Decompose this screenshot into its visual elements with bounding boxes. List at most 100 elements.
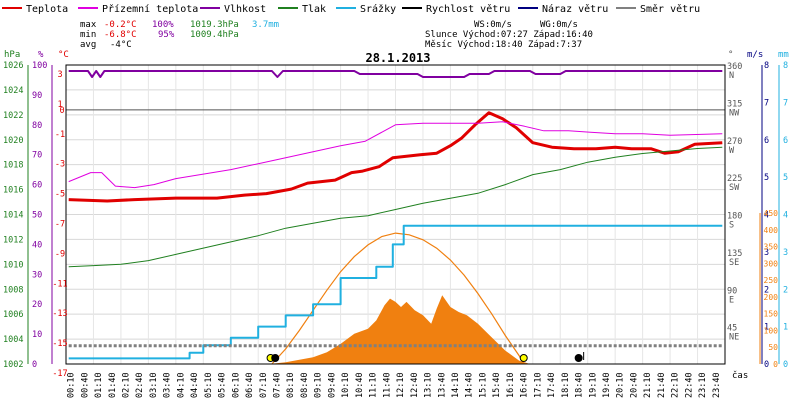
- tick-deg-dir: NE: [729, 333, 739, 343]
- tick-mm: 5: [783, 173, 788, 183]
- moonrise-marker: [574, 354, 583, 362]
- tick-mm: 1: [783, 323, 788, 333]
- series-tlak: [68, 146, 723, 268]
- tick-mm: 7: [783, 98, 788, 108]
- tick-time: 21:40: [657, 372, 667, 398]
- tick-c: 3: [57, 70, 62, 80]
- tick-time: 20:40: [629, 372, 639, 398]
- tick-pct: 70: [32, 151, 42, 161]
- tick-c: -13: [52, 309, 67, 319]
- axes-layer: [27, 64, 780, 365]
- series-teplota: [68, 111, 723, 203]
- tick-deg-dir: E: [729, 295, 734, 305]
- tick-ms: 4: [764, 211, 769, 221]
- legend-label-prizemni-teplota: Přízemní teplota: [102, 3, 198, 15]
- tick-hpa: 1014: [3, 211, 23, 221]
- tick-pct: 80: [32, 121, 42, 131]
- tick-hpa: 1008: [3, 285, 23, 295]
- tick-pct: 40: [32, 240, 42, 250]
- stat-max-temp: -0.2°C: [104, 20, 137, 30]
- sunset-marker: [519, 354, 528, 362]
- tick-deg-dir: S: [729, 221, 734, 231]
- tick-time: 22:40: [684, 372, 694, 398]
- tick-ms: 2: [764, 285, 769, 295]
- series-srazky: [68, 224, 723, 360]
- legend: Teplota Přízemní teplota Vlhkost Tlak Sr…: [2, 3, 700, 15]
- tick-deg-dir: NW: [729, 108, 740, 118]
- stat-min-label: min: [80, 30, 96, 40]
- tick-mm: 4: [783, 211, 788, 221]
- tick-solar: 450: [764, 209, 779, 218]
- tick-time: 18:10: [561, 372, 571, 398]
- stat-max-humidity: 100%: [152, 20, 174, 30]
- tick-mm: 6: [783, 136, 788, 146]
- tick-time: 17:40: [547, 372, 557, 398]
- tick-mm: 3: [783, 248, 788, 258]
- tick-c: -1: [55, 130, 65, 140]
- tick-time: 08:40: [300, 372, 310, 398]
- tick-ms: 0: [764, 360, 769, 370]
- stat-min-temp: -6.8°C: [104, 30, 137, 40]
- tick-deg-dir: W: [729, 146, 735, 156]
- tick-time: 05:10: [204, 372, 214, 398]
- tick-pct: 0: [32, 360, 37, 370]
- stat-avg-temp: -4°C: [110, 40, 132, 50]
- tick-deg-dir: N: [729, 71, 734, 81]
- series-prizemni-teplota: [68, 121, 723, 189]
- tick-deg: 180: [727, 212, 742, 222]
- tick-ms: 6: [764, 136, 769, 146]
- tick-time: 10:10: [341, 372, 351, 398]
- tick-time: 06:40: [245, 372, 255, 398]
- stat-rain-total: 3.7mm: [252, 20, 279, 30]
- tick-time: 04:40: [190, 372, 200, 398]
- tick-ms: 7: [764, 98, 769, 108]
- tick-hpa: 1022: [3, 111, 23, 121]
- tick-solar: 250: [764, 276, 779, 285]
- tick-deg: 135: [727, 249, 742, 259]
- tick-time: 02:10: [121, 372, 131, 398]
- tick-pct: 90: [32, 91, 42, 101]
- tick-time: 00:10: [67, 372, 77, 398]
- tick-time: 23:10: [698, 372, 708, 398]
- tick-time: 14:10: [451, 372, 461, 398]
- tick-mm: 8: [783, 61, 788, 71]
- tick-pct: 100: [32, 61, 47, 71]
- stat-min-humidity: 95%: [158, 30, 175, 40]
- stat-sun-times: Slunce Východ:07:27 Západ:16:40: [425, 30, 593, 40]
- tick-c-zero: 0: [59, 106, 64, 116]
- plot-frame: [65, 64, 726, 365]
- tick-time: 14:40: [465, 372, 475, 398]
- stat-min-pressure: 1009.4hPa: [190, 30, 239, 40]
- legend-label-rychlost-vetru: Rychlost větru: [426, 3, 510, 15]
- tick-ms: 3: [764, 248, 769, 258]
- tick-pct: 20: [32, 300, 42, 310]
- axis-title-c: °C: [58, 50, 69, 60]
- tick-solar: 0: [773, 360, 778, 369]
- stat-max-pressure: 1019.3hPa: [190, 20, 239, 30]
- tick-solar: 100: [764, 326, 779, 335]
- tick-ms: 1: [764, 323, 769, 333]
- tick-c: -15: [52, 339, 67, 349]
- tick-time: 04:10: [176, 372, 186, 398]
- solar-theoretical-line: [271, 232, 525, 365]
- tick-c: -7: [55, 220, 65, 230]
- axis-titles: hPa % °C ° m/s mm čas: [4, 50, 789, 381]
- series-layer: [68, 70, 723, 360]
- tick-c: -9: [55, 249, 65, 259]
- tick-deg: 90: [727, 286, 737, 296]
- tick-hpa: 1016: [3, 186, 23, 196]
- tick-hpa: 1002: [3, 360, 23, 370]
- stat-avg-label: avg: [80, 40, 96, 50]
- legend-label-srazky: Srážky: [360, 3, 396, 15]
- tick-pct: 30: [32, 270, 42, 280]
- tick-time: 19:40: [602, 372, 612, 398]
- tick-ms: 8: [764, 61, 769, 71]
- stat-moon-times: Měsíc Východ:18:40 Západ:7:37: [425, 40, 582, 50]
- axis-title-ms: m/s: [747, 50, 763, 60]
- chart-title: 28.1.2013: [365, 51, 430, 65]
- tick-solar: 50: [768, 343, 778, 352]
- tick-time: 18:40: [575, 372, 585, 398]
- tick-time: 10:40: [355, 372, 365, 398]
- tick-time: 03:40: [163, 372, 173, 398]
